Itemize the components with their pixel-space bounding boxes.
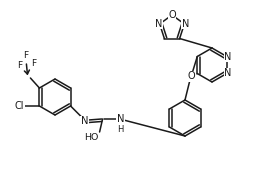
Text: HO: HO bbox=[84, 134, 99, 142]
Text: F: F bbox=[17, 61, 22, 71]
Text: N: N bbox=[224, 68, 232, 79]
Text: N: N bbox=[224, 51, 232, 61]
Text: N: N bbox=[81, 116, 88, 126]
Text: N: N bbox=[117, 114, 124, 124]
Text: N: N bbox=[155, 19, 162, 29]
Text: F: F bbox=[31, 60, 36, 68]
Text: O: O bbox=[187, 71, 195, 81]
Text: Cl: Cl bbox=[15, 101, 24, 111]
Text: O: O bbox=[168, 10, 176, 20]
Text: F: F bbox=[23, 51, 28, 61]
Text: N: N bbox=[182, 19, 189, 29]
Text: H: H bbox=[117, 124, 124, 134]
